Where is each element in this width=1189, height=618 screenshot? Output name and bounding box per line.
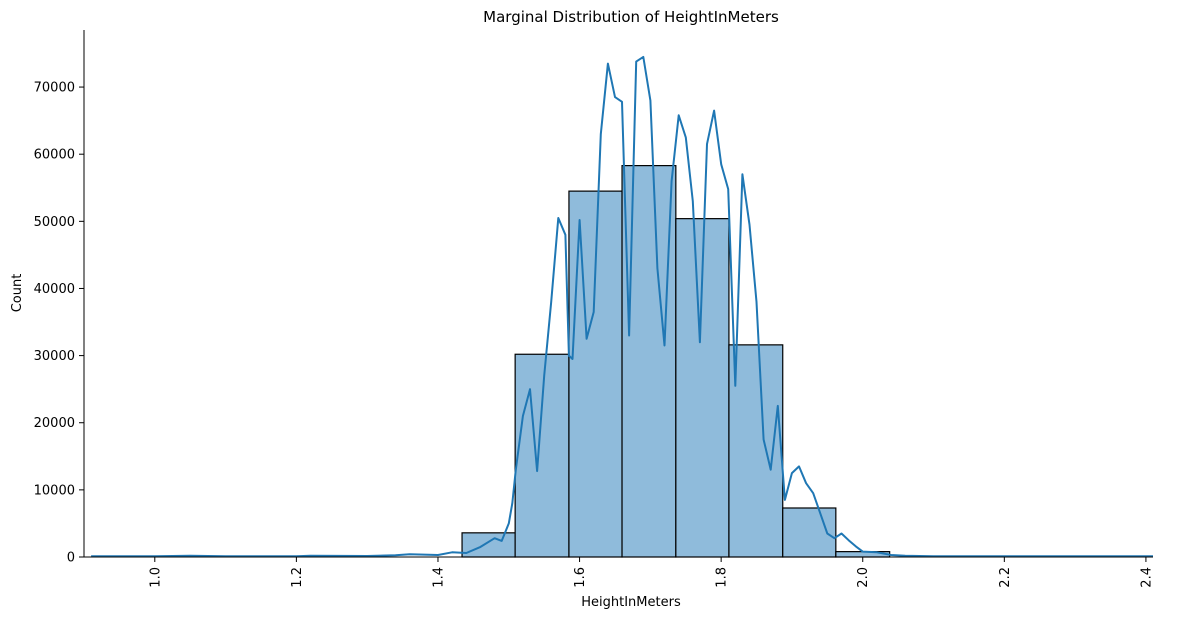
y-tick-label: 40000 [34, 282, 75, 297]
x-tick-label: 2.2 [998, 567, 1013, 588]
x-tick-label: 1.6 [573, 567, 588, 588]
y-tick-label: 0 [67, 551, 75, 566]
y-tick-label: 60000 [34, 148, 75, 163]
y-tick-label: 30000 [34, 349, 75, 364]
kde-line [91, 55, 1153, 558]
axes-layer [83, 30, 1153, 558]
x-tick-label: 2.4 [1139, 567, 1154, 588]
x-tick-label: 2.0 [856, 567, 871, 588]
x-tick-label: 1.8 [715, 567, 730, 588]
x-tick-label: 1.2 [290, 567, 305, 588]
histogram-bar-1 [514, 353, 570, 558]
kde-layer [91, 55, 1153, 558]
y-tick-label: 70000 [34, 81, 75, 96]
histogram-bar-0 [461, 532, 516, 558]
histogram-bar-5 [728, 344, 784, 558]
x-tick-label: 1.4 [431, 567, 446, 588]
y-tick-label: 20000 [34, 416, 75, 431]
bars-layer [461, 165, 891, 558]
chart-title: Marginal Distribution of HeightInMeters [483, 8, 779, 26]
x-tick-label: 1.0 [148, 567, 163, 588]
y-ticks: 0 10000 20000 30000 40000 50000 60000 70000 [34, 81, 84, 566]
y-axis-label: Count [10, 274, 25, 313]
y-tick-label: 50000 [34, 215, 75, 230]
x-axis-label: HeightInMeters [581, 595, 681, 610]
histogram-bar-3 [621, 165, 677, 558]
y-tick-label: 10000 [34, 483, 75, 498]
x-ticks: 1.0 1.2 1.4 1.6 1.8 2.0 2.2 2.4 [148, 557, 1154, 588]
